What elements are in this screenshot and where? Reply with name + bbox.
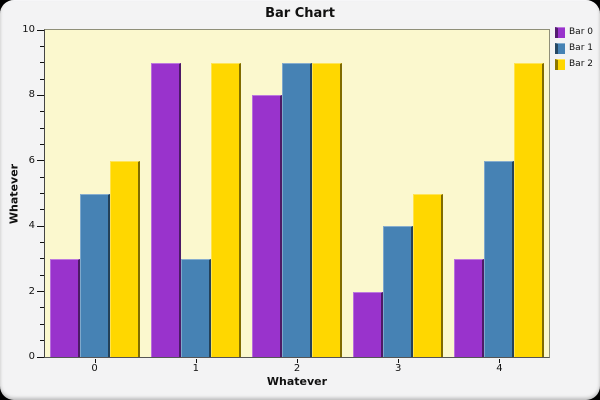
bar-bar2-cat0 — [110, 160, 141, 357]
bar-group-1 — [146, 30, 247, 357]
bar-bar0-cat4 — [453, 258, 484, 357]
x-tick-0 — [94, 359, 96, 363]
plot-area — [44, 29, 550, 358]
y-tick-label-10: 10 — [22, 24, 35, 35]
bar-bar1-cat1 — [181, 258, 212, 357]
bar-group-0 — [45, 30, 146, 357]
bar-bar1-cat4 — [483, 160, 514, 357]
legend-item-bar1: Bar 1 — [555, 43, 593, 54]
x-tick-label-2: 2 — [293, 363, 301, 374]
y-tick-label-2: 2 — [28, 285, 35, 297]
y-minor-tick-1 — [40, 323, 44, 325]
y-tick-label-6: 6 — [28, 154, 35, 166]
bar-group-3 — [347, 30, 448, 357]
y-minor-tick-6.5 — [40, 143, 44, 145]
bar-bar2-cat1 — [211, 62, 242, 357]
x-tick-4 — [499, 359, 501, 363]
legend-swatch-icon — [555, 59, 565, 70]
y-tick-label-8: 8 — [28, 89, 35, 101]
y-major-tick-4 — [37, 225, 44, 227]
legend-label: Bar 0 — [569, 27, 593, 37]
bar-group-4 — [448, 30, 549, 357]
bar-bar2-cat2 — [311, 62, 342, 357]
y-minor-tick-0.5 — [40, 340, 44, 342]
x-tick-3 — [398, 359, 400, 363]
x-tick-2 — [297, 359, 298, 363]
x-tick-label-3: 3 — [395, 363, 402, 374]
y-major-tick-2 — [37, 291, 44, 293]
legend-item-bar0: Bar 0 — [555, 27, 593, 38]
legend-swatch-icon — [555, 27, 565, 38]
x-tick-label-1: 1 — [192, 363, 199, 374]
y-minor-tick-3.5 — [40, 242, 44, 244]
y-major-tick-10 — [37, 29, 44, 31]
y-major-tick-0 — [37, 356, 44, 358]
bar-bar1-cat0 — [80, 193, 111, 357]
y-minor-tick-4.5 — [40, 209, 44, 211]
y-minor-tick-7.5 — [40, 111, 44, 113]
y-major-tick-8 — [37, 94, 44, 96]
x-axis-title: Whatever — [266, 375, 328, 388]
legend-item-bar2: Bar 2 — [555, 59, 593, 70]
y-tick-label-4: 4 — [28, 220, 35, 232]
bar-bar2-cat3 — [412, 193, 443, 357]
y-major-tick-6 — [37, 160, 44, 162]
x-tick-1 — [195, 359, 197, 363]
x-tick-label-0: 0 — [91, 363, 98, 374]
legend-swatch-icon — [555, 43, 565, 54]
y-minor-tick-1.5 — [40, 307, 44, 309]
y-minor-tick-5.5 — [40, 176, 44, 178]
y-minor-tick-9.5 — [40, 45, 44, 47]
y-axis-title: Whatever — [7, 163, 21, 225]
bar-bar0-cat2 — [251, 95, 282, 357]
y-minor-tick-9 — [40, 62, 44, 64]
chart-title: Bar Chart — [265, 6, 335, 21]
bar-bar2-cat4 — [513, 62, 544, 357]
x-tick-label-4: 4 — [496, 363, 503, 374]
y-minor-tick-3 — [40, 258, 44, 260]
bar-bar1-cat3 — [382, 226, 413, 357]
bar-bar0-cat1 — [151, 62, 182, 357]
legend-label: Bar 2 — [569, 59, 593, 69]
legend: Bar 0 Bar 1 Bar 2 — [555, 27, 593, 75]
y-minor-tick-2.5 — [40, 274, 44, 276]
y-minor-tick-5 — [40, 193, 44, 194]
bar-bar1-cat2 — [281, 62, 312, 357]
bar-bar0-cat0 — [50, 258, 81, 357]
y-tick-label-0: 0 — [28, 351, 35, 362]
y-minor-tick-7 — [40, 127, 44, 129]
bar-group-2 — [247, 30, 348, 357]
legend-label: Bar 1 — [569, 43, 593, 53]
y-minor-tick-8.5 — [40, 78, 44, 80]
bar-bar0-cat3 — [352, 291, 383, 357]
